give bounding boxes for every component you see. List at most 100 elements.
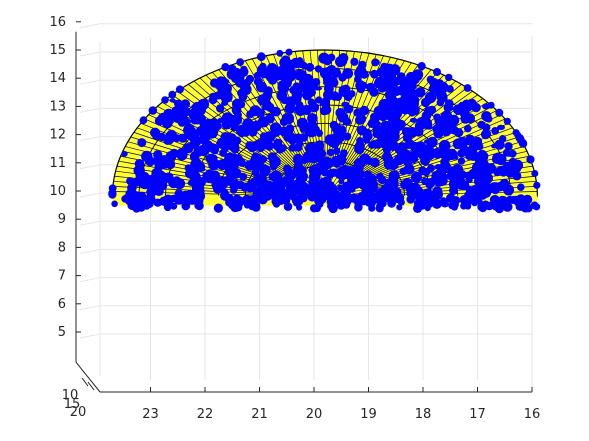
data-point [480,187,491,198]
data-point [152,131,161,140]
data-point [262,91,272,101]
data-point [427,76,435,84]
data-point [381,65,391,75]
data-point [533,203,540,210]
z-tick-label: 9 [58,212,66,227]
data-point [512,171,521,180]
data-point [425,180,434,189]
data-point [418,62,426,70]
data-point [526,155,534,163]
data-point [269,156,281,168]
data-point [165,160,175,170]
data-point [354,144,365,155]
data-point [353,109,361,117]
data-point [381,80,389,84]
data-point [121,151,127,157]
data-point [286,133,295,142]
data-point [328,204,337,213]
data-point [288,61,296,69]
data-point [387,97,395,105]
data-point [277,190,285,198]
data-point [277,180,284,187]
data-point [178,198,185,205]
data-point [461,148,469,156]
data-point [364,171,372,179]
data-point [235,196,245,206]
data-point [409,105,420,116]
z-tick-label: 7 [58,269,66,284]
data-point [274,128,282,136]
data-point [480,171,489,176]
data-point [276,50,283,57]
z-tick-label: 6 [58,297,66,312]
data-point [249,159,259,169]
data-point [360,70,369,79]
data-point [406,184,415,193]
data-point [410,118,418,123]
data-point [380,121,392,133]
data-point [334,93,342,101]
data-point [445,174,452,178]
data-point [294,182,302,190]
data-point [449,172,460,183]
data-point [464,203,471,210]
data-point [485,115,492,122]
data-point [443,201,449,207]
grid-line-z [80,334,100,338]
data-point [222,112,233,123]
data-point [330,121,339,130]
data-point [172,106,180,114]
data-point [418,122,425,129]
data-point [143,152,150,157]
data-point [460,114,470,124]
data-point [472,137,482,147]
data-point [434,177,444,187]
data-point [384,159,395,170]
data-point [342,68,353,79]
data-point [356,80,364,85]
data-point [497,125,505,130]
data-point [400,168,408,176]
data-point [161,96,169,104]
data-point [273,141,282,150]
data-point [277,82,288,93]
x-tick-label: 16 [524,407,541,422]
data-point [284,202,293,211]
x-tick-label: 23 [142,407,159,422]
x-tick-label: 17 [469,407,486,422]
data-point [140,117,147,124]
data-point [301,62,308,69]
data-point [254,77,263,86]
data-point [377,198,387,208]
data-point [533,182,540,189]
data-point [433,114,441,122]
data-point [144,198,153,207]
data-point [127,200,137,210]
data-point [492,153,503,164]
data-point [185,126,196,137]
data-point [248,128,256,134]
data-point [445,105,454,111]
data-point [370,70,379,79]
data-point [164,133,175,144]
data-point [398,199,405,206]
data-point [503,162,513,172]
data-point [343,133,351,141]
data-point [205,169,214,178]
data-point [201,128,212,139]
data-point [232,99,243,110]
data-point [195,114,202,121]
data-point [257,52,266,61]
data-point [517,183,525,191]
grid-line-z [80,306,100,310]
data-point [323,81,332,86]
data-point [214,204,223,213]
z-tick-label: 14 [49,71,66,86]
x-tick-label: 19 [360,407,377,422]
data-point [382,139,393,150]
data-point [195,197,203,205]
grid-line-z [80,193,100,197]
data-point [397,72,406,81]
data-point [252,201,260,209]
data-point [256,108,265,117]
